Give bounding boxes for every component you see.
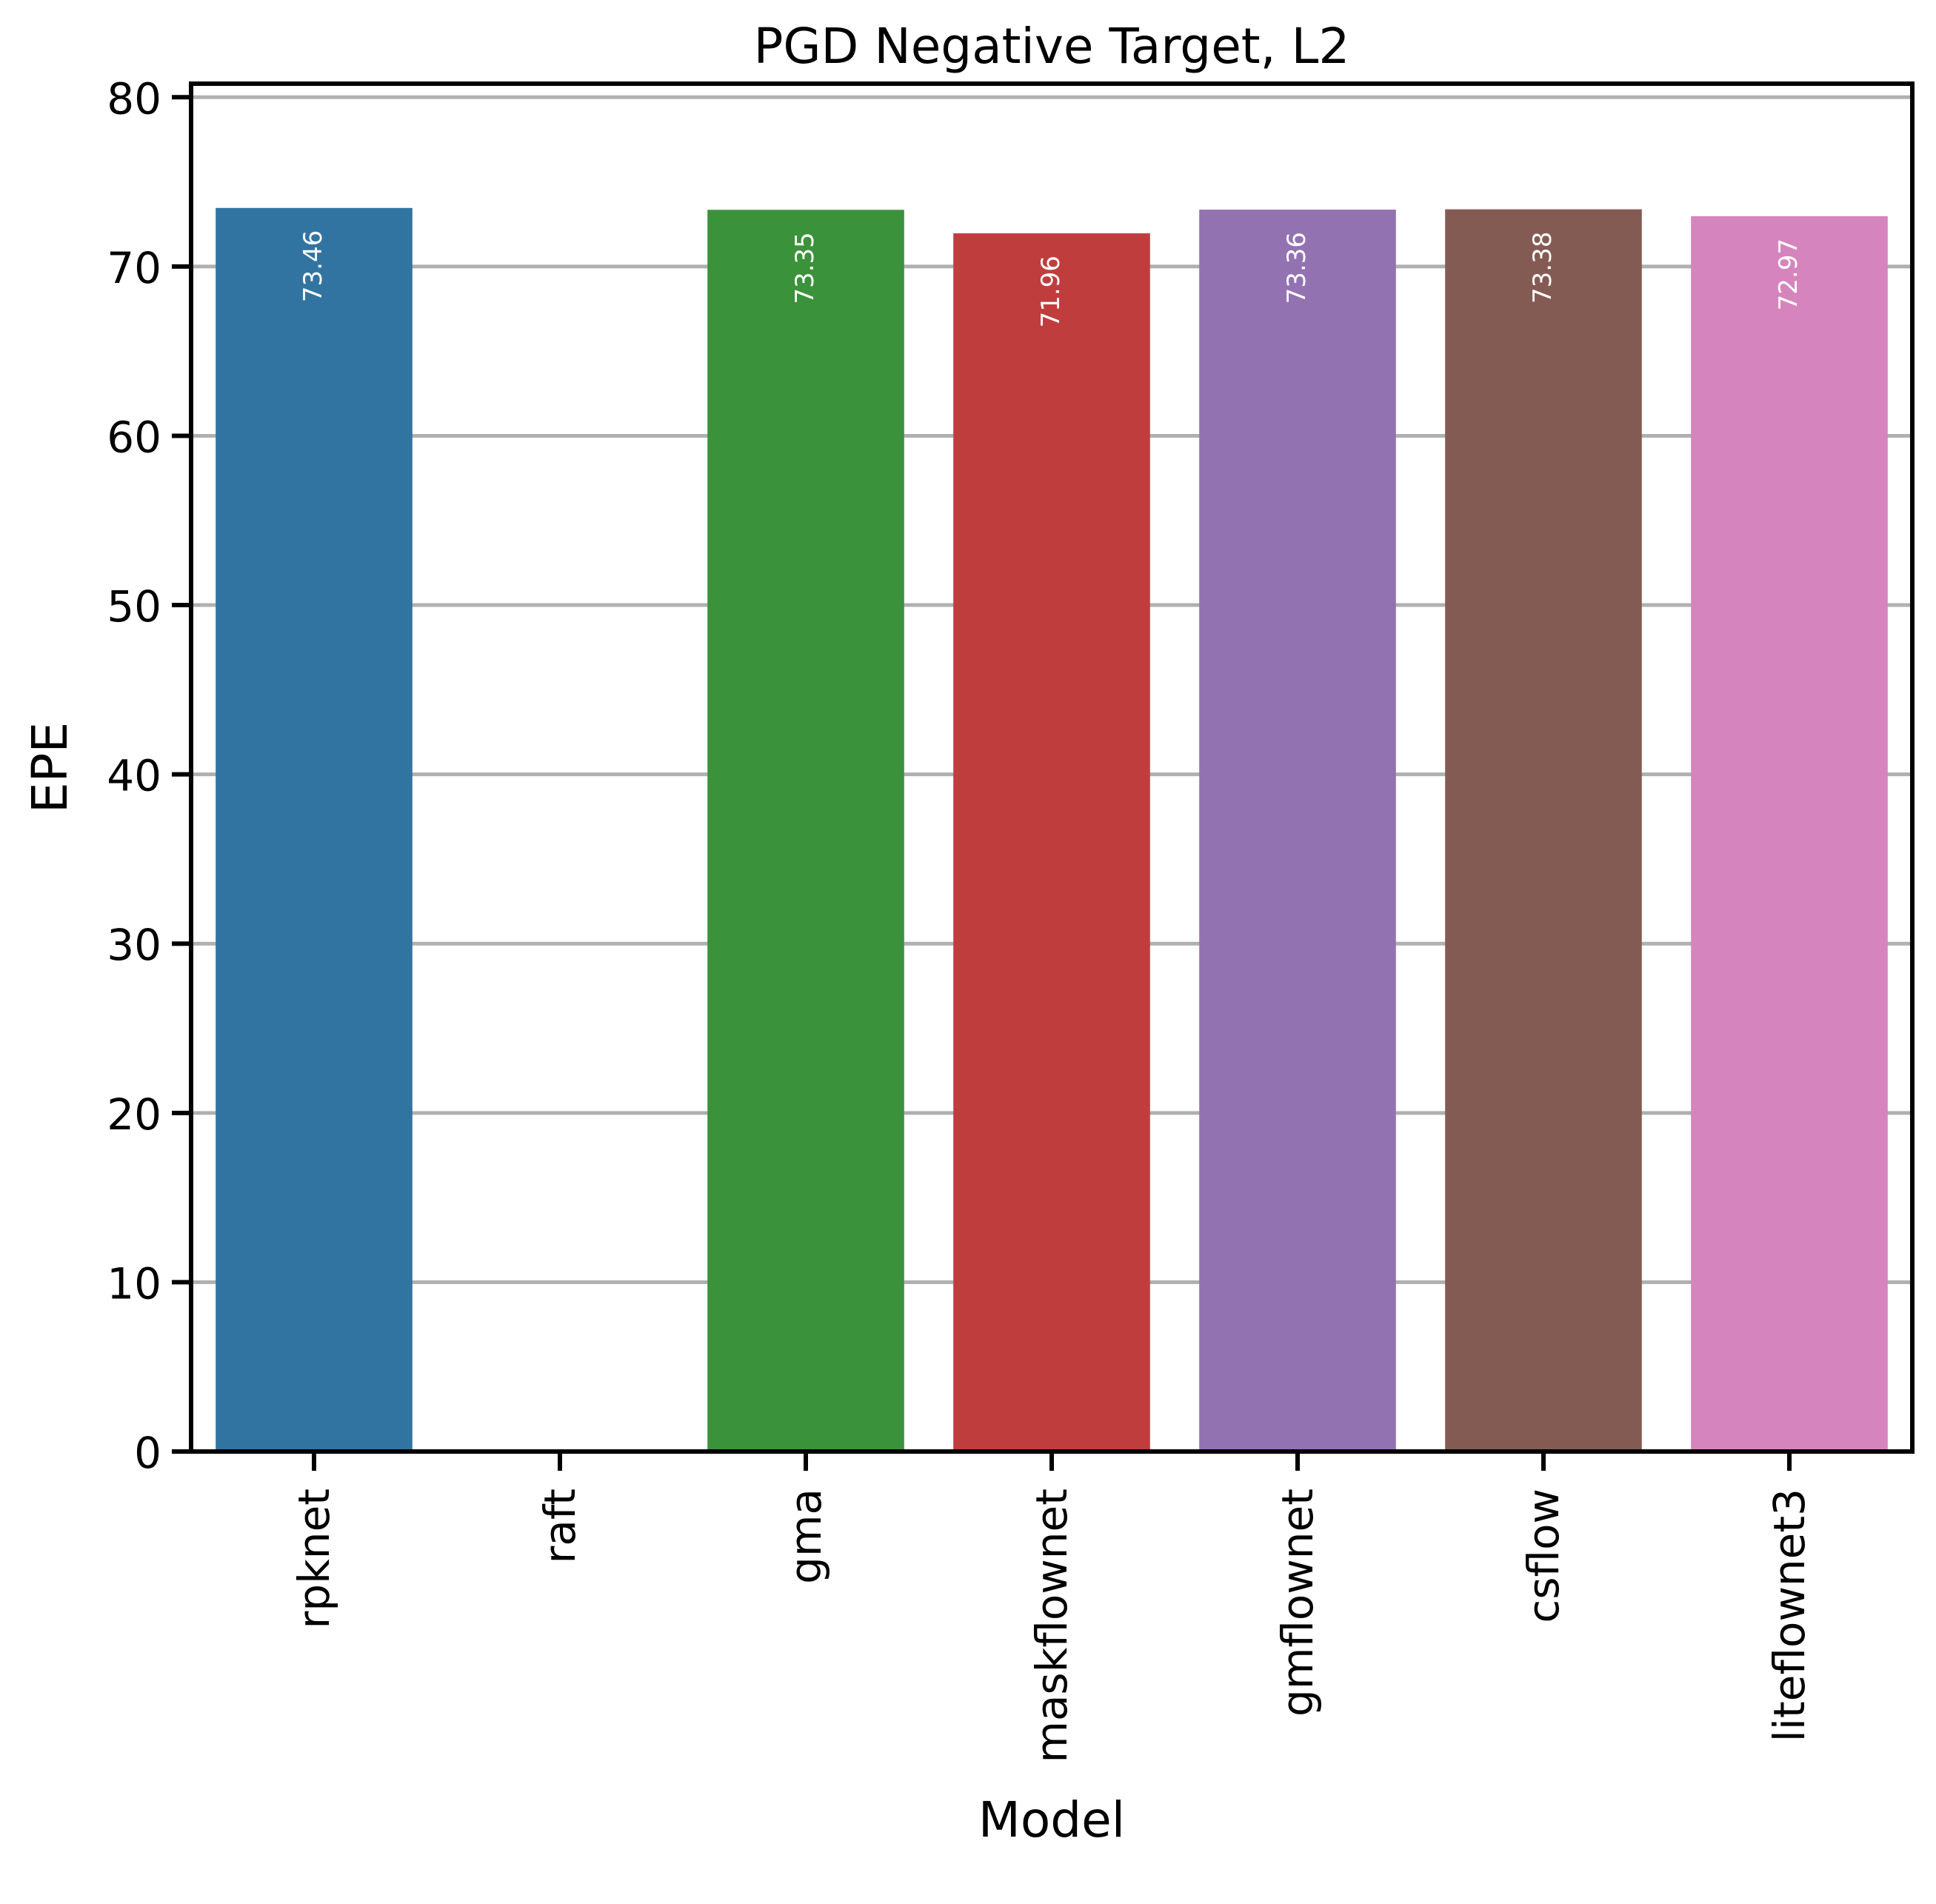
- bar-rpknet: [216, 207, 413, 1452]
- y-tick-label: 40: [107, 751, 161, 801]
- data-labels: 73.46 73.35 71.96 73.36 73.38 72.97: [298, 230, 1803, 328]
- x-tick-label-csflow: csflow: [1518, 1489, 1569, 1623]
- y-tick-label: 30: [107, 920, 161, 970]
- data-label-rpknet: 73.46: [298, 230, 328, 302]
- x-tick-label-gmflownet: gmflownet: [1272, 1489, 1323, 1717]
- data-label-liteflownet3: 72.97: [1774, 238, 1803, 310]
- bar-maskflownet: [953, 233, 1150, 1452]
- x-axis-label: Model: [978, 1791, 1125, 1848]
- data-label-maskflownet: 71.96: [1036, 255, 1066, 327]
- y-axis-ticks: 0 10 20 30 40 50 60 70 80: [107, 73, 191, 1478]
- data-label-csflow: 73.38: [1528, 232, 1558, 304]
- bar-gma: [707, 210, 904, 1452]
- y-tick-label: 70: [107, 243, 161, 293]
- y-axis-label: EPE: [21, 722, 79, 813]
- chart-title: PGD Negative Target, L2: [754, 18, 1350, 75]
- y-tick-label: 0: [134, 1428, 161, 1478]
- y-tick-label: 10: [107, 1258, 161, 1309]
- x-tick-label-maskflownet: maskflownet: [1027, 1489, 1077, 1763]
- x-tick-label-raft: raft: [535, 1489, 585, 1564]
- y-tick-label: 60: [107, 412, 161, 462]
- data-label-gmflownet: 73.36: [1282, 232, 1312, 304]
- bar-csflow: [1445, 209, 1642, 1452]
- y-tick-label: 50: [107, 581, 161, 632]
- data-label-gma: 73.35: [790, 232, 820, 304]
- bar-liteflownet3: [1691, 216, 1888, 1452]
- bars: [216, 207, 1888, 1452]
- x-tick-label-gma: gma: [781, 1489, 831, 1584]
- y-tick-label: 20: [107, 1089, 161, 1140]
- x-tick-label-liteflownet3: liteflownet3: [1764, 1489, 1815, 1742]
- x-axis-ticks: rpknet raft gma maskflownet gmflownet csflow l…: [289, 1452, 1815, 1763]
- bar-gmflownet: [1199, 210, 1396, 1452]
- y-tick-label: 80: [107, 73, 161, 124]
- x-tick-label-rpknet: rpknet: [289, 1489, 339, 1629]
